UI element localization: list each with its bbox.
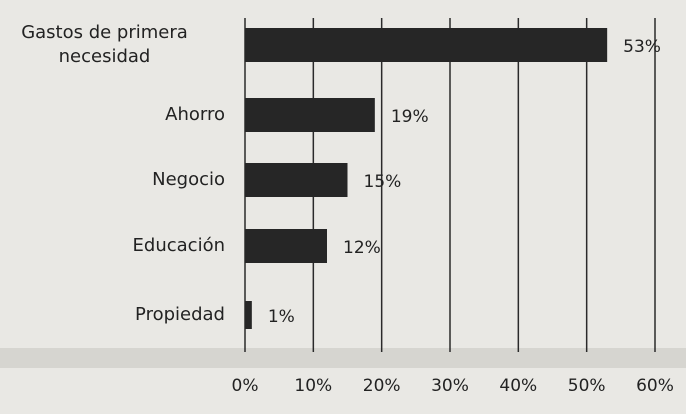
bar xyxy=(245,301,252,329)
value-label: 19% xyxy=(391,107,429,127)
x-tick-label: 0% xyxy=(232,376,259,396)
x-tick-label: 10% xyxy=(294,376,332,396)
bar xyxy=(245,28,608,62)
y-tick-label: Ahorro xyxy=(165,104,225,125)
bar xyxy=(245,98,375,132)
bar xyxy=(245,163,348,197)
value-label: 1% xyxy=(268,307,295,327)
x-tick-label: 40% xyxy=(499,376,537,396)
value-label: 15% xyxy=(364,172,402,192)
scan-band xyxy=(0,348,686,368)
x-tick-label: 30% xyxy=(431,376,469,396)
y-tick-label: Negocio xyxy=(152,169,225,190)
x-tick-label: 20% xyxy=(363,376,401,396)
value-label: 12% xyxy=(343,238,381,258)
value-label: 53% xyxy=(623,37,661,57)
x-tick-label: 60% xyxy=(636,376,674,396)
bar xyxy=(245,229,327,263)
x-tick-label: 50% xyxy=(568,376,606,396)
y-tick-label: Educación xyxy=(132,235,225,256)
y-tick-label: Propiedad xyxy=(135,304,225,325)
y-tick-label: Gastos de primera necesidad xyxy=(21,22,188,67)
